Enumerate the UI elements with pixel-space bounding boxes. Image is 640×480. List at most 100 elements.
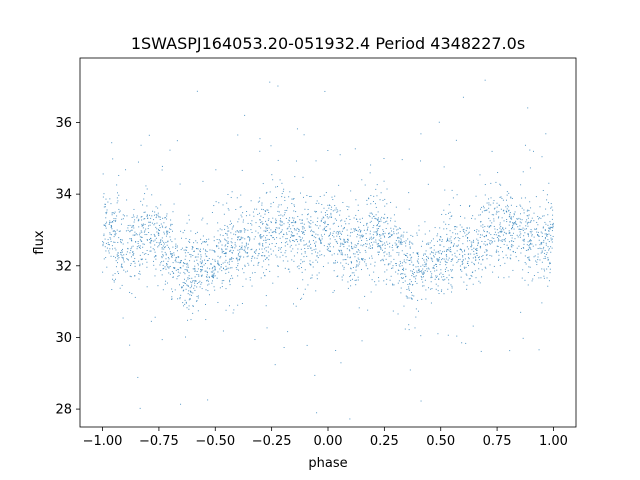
- scatter-point: [502, 257, 504, 259]
- scatter-point: [122, 317, 124, 319]
- scatter-point: [393, 231, 395, 233]
- scatter-point: [289, 220, 291, 222]
- scatter-point: [471, 275, 473, 277]
- scatter-point: [416, 232, 418, 234]
- scatter-point: [210, 263, 212, 265]
- scatter-point: [350, 262, 352, 264]
- scatter-point: [446, 262, 448, 264]
- scatter-point: [284, 210, 286, 211]
- scatter-point: [114, 241, 116, 243]
- scatter-point: [483, 235, 485, 237]
- scatter-point: [351, 246, 353, 248]
- scatter-point: [513, 240, 515, 242]
- scatter-point: [120, 266, 122, 268]
- scatter-point: [358, 226, 360, 228]
- scatter-point: [253, 264, 255, 266]
- scatter-point: [176, 250, 178, 252]
- scatter-point: [273, 238, 275, 240]
- scatter-point: [540, 242, 542, 244]
- scatter-point: [398, 227, 400, 229]
- scatter-point: [466, 274, 468, 276]
- scatter-point: [298, 243, 300, 245]
- scatter-point: [385, 258, 387, 260]
- scatter-point: [432, 267, 434, 269]
- scatter-point: [150, 239, 152, 241]
- scatter-point: [299, 236, 301, 238]
- scatter-point: [197, 295, 199, 297]
- scatter-point: [403, 267, 405, 269]
- scatter-point: [439, 238, 441, 240]
- scatter-point: [491, 150, 493, 152]
- scatter-point: [165, 280, 167, 282]
- scatter-point: [377, 233, 379, 235]
- scatter-point: [278, 249, 280, 251]
- scatter-point: [185, 255, 187, 257]
- scatter-point: [390, 234, 392, 236]
- scatter-point: [408, 289, 410, 291]
- scatter-point: [451, 276, 453, 278]
- scatter-point: [361, 179, 363, 181]
- scatter-point: [254, 272, 256, 274]
- scatter-point: [471, 261, 473, 263]
- scatter-point: [284, 200, 286, 202]
- scatter-point: [217, 263, 219, 265]
- scatter-point: [369, 172, 371, 174]
- scatter-point: [205, 263, 207, 265]
- scatter-point: [473, 247, 475, 249]
- scatter-point: [315, 290, 317, 292]
- scatter-point: [336, 241, 338, 243]
- scatter-point: [375, 214, 377, 216]
- scatter-point: [429, 242, 431, 244]
- scatter-point: [383, 222, 385, 224]
- scatter-point: [241, 268, 243, 270]
- scatter-point: [201, 260, 203, 262]
- scatter-point: [441, 239, 443, 241]
- scatter-point: [361, 259, 363, 261]
- scatter-point: [311, 229, 313, 231]
- scatter-point: [326, 230, 328, 232]
- scatter-point: [477, 244, 479, 246]
- scatter-point: [117, 200, 119, 202]
- scatter-point: [480, 350, 482, 352]
- scatter-point: [305, 201, 307, 203]
- scatter-point: [239, 249, 241, 251]
- scatter-point: [529, 149, 531, 151]
- scatter-point: [383, 255, 385, 257]
- scatter-point: [488, 207, 490, 209]
- scatter-point: [298, 235, 300, 237]
- scatter-point: [227, 241, 229, 243]
- scatter-point: [301, 271, 303, 273]
- scatter-point: [239, 256, 241, 258]
- scatter-point: [259, 219, 261, 221]
- scatter-point: [259, 244, 261, 246]
- scatter-point: [369, 237, 371, 239]
- scatter-point: [182, 290, 184, 292]
- scatter-point: [484, 194, 486, 196]
- scatter-point: [387, 243, 389, 245]
- scatter-point: [395, 263, 397, 265]
- scatter-point: [464, 267, 466, 269]
- scatter-point: [451, 254, 453, 256]
- scatter-point: [393, 228, 395, 230]
- scatter-point: [552, 227, 554, 229]
- scatter-point: [359, 237, 361, 239]
- scatter-point: [209, 268, 211, 270]
- scatter-point: [237, 237, 239, 239]
- scatter-point: [191, 286, 193, 288]
- scatter-point: [296, 266, 298, 268]
- scatter-point: [413, 272, 415, 273]
- scatter-point: [405, 242, 407, 244]
- scatter-point: [360, 230, 362, 232]
- y-axis-label: flux: [32, 230, 47, 254]
- scatter-point: [238, 269, 240, 271]
- scatter-point: [180, 230, 182, 232]
- scatter-point: [506, 257, 508, 259]
- scatter-point: [287, 268, 289, 270]
- scatter-point: [279, 256, 281, 258]
- scatter-point: [208, 283, 210, 285]
- scatter-point: [307, 214, 309, 216]
- scatter-point: [386, 188, 388, 190]
- scatter-point: [201, 266, 203, 268]
- scatter-point: [386, 241, 388, 243]
- scatter-point: [252, 211, 254, 213]
